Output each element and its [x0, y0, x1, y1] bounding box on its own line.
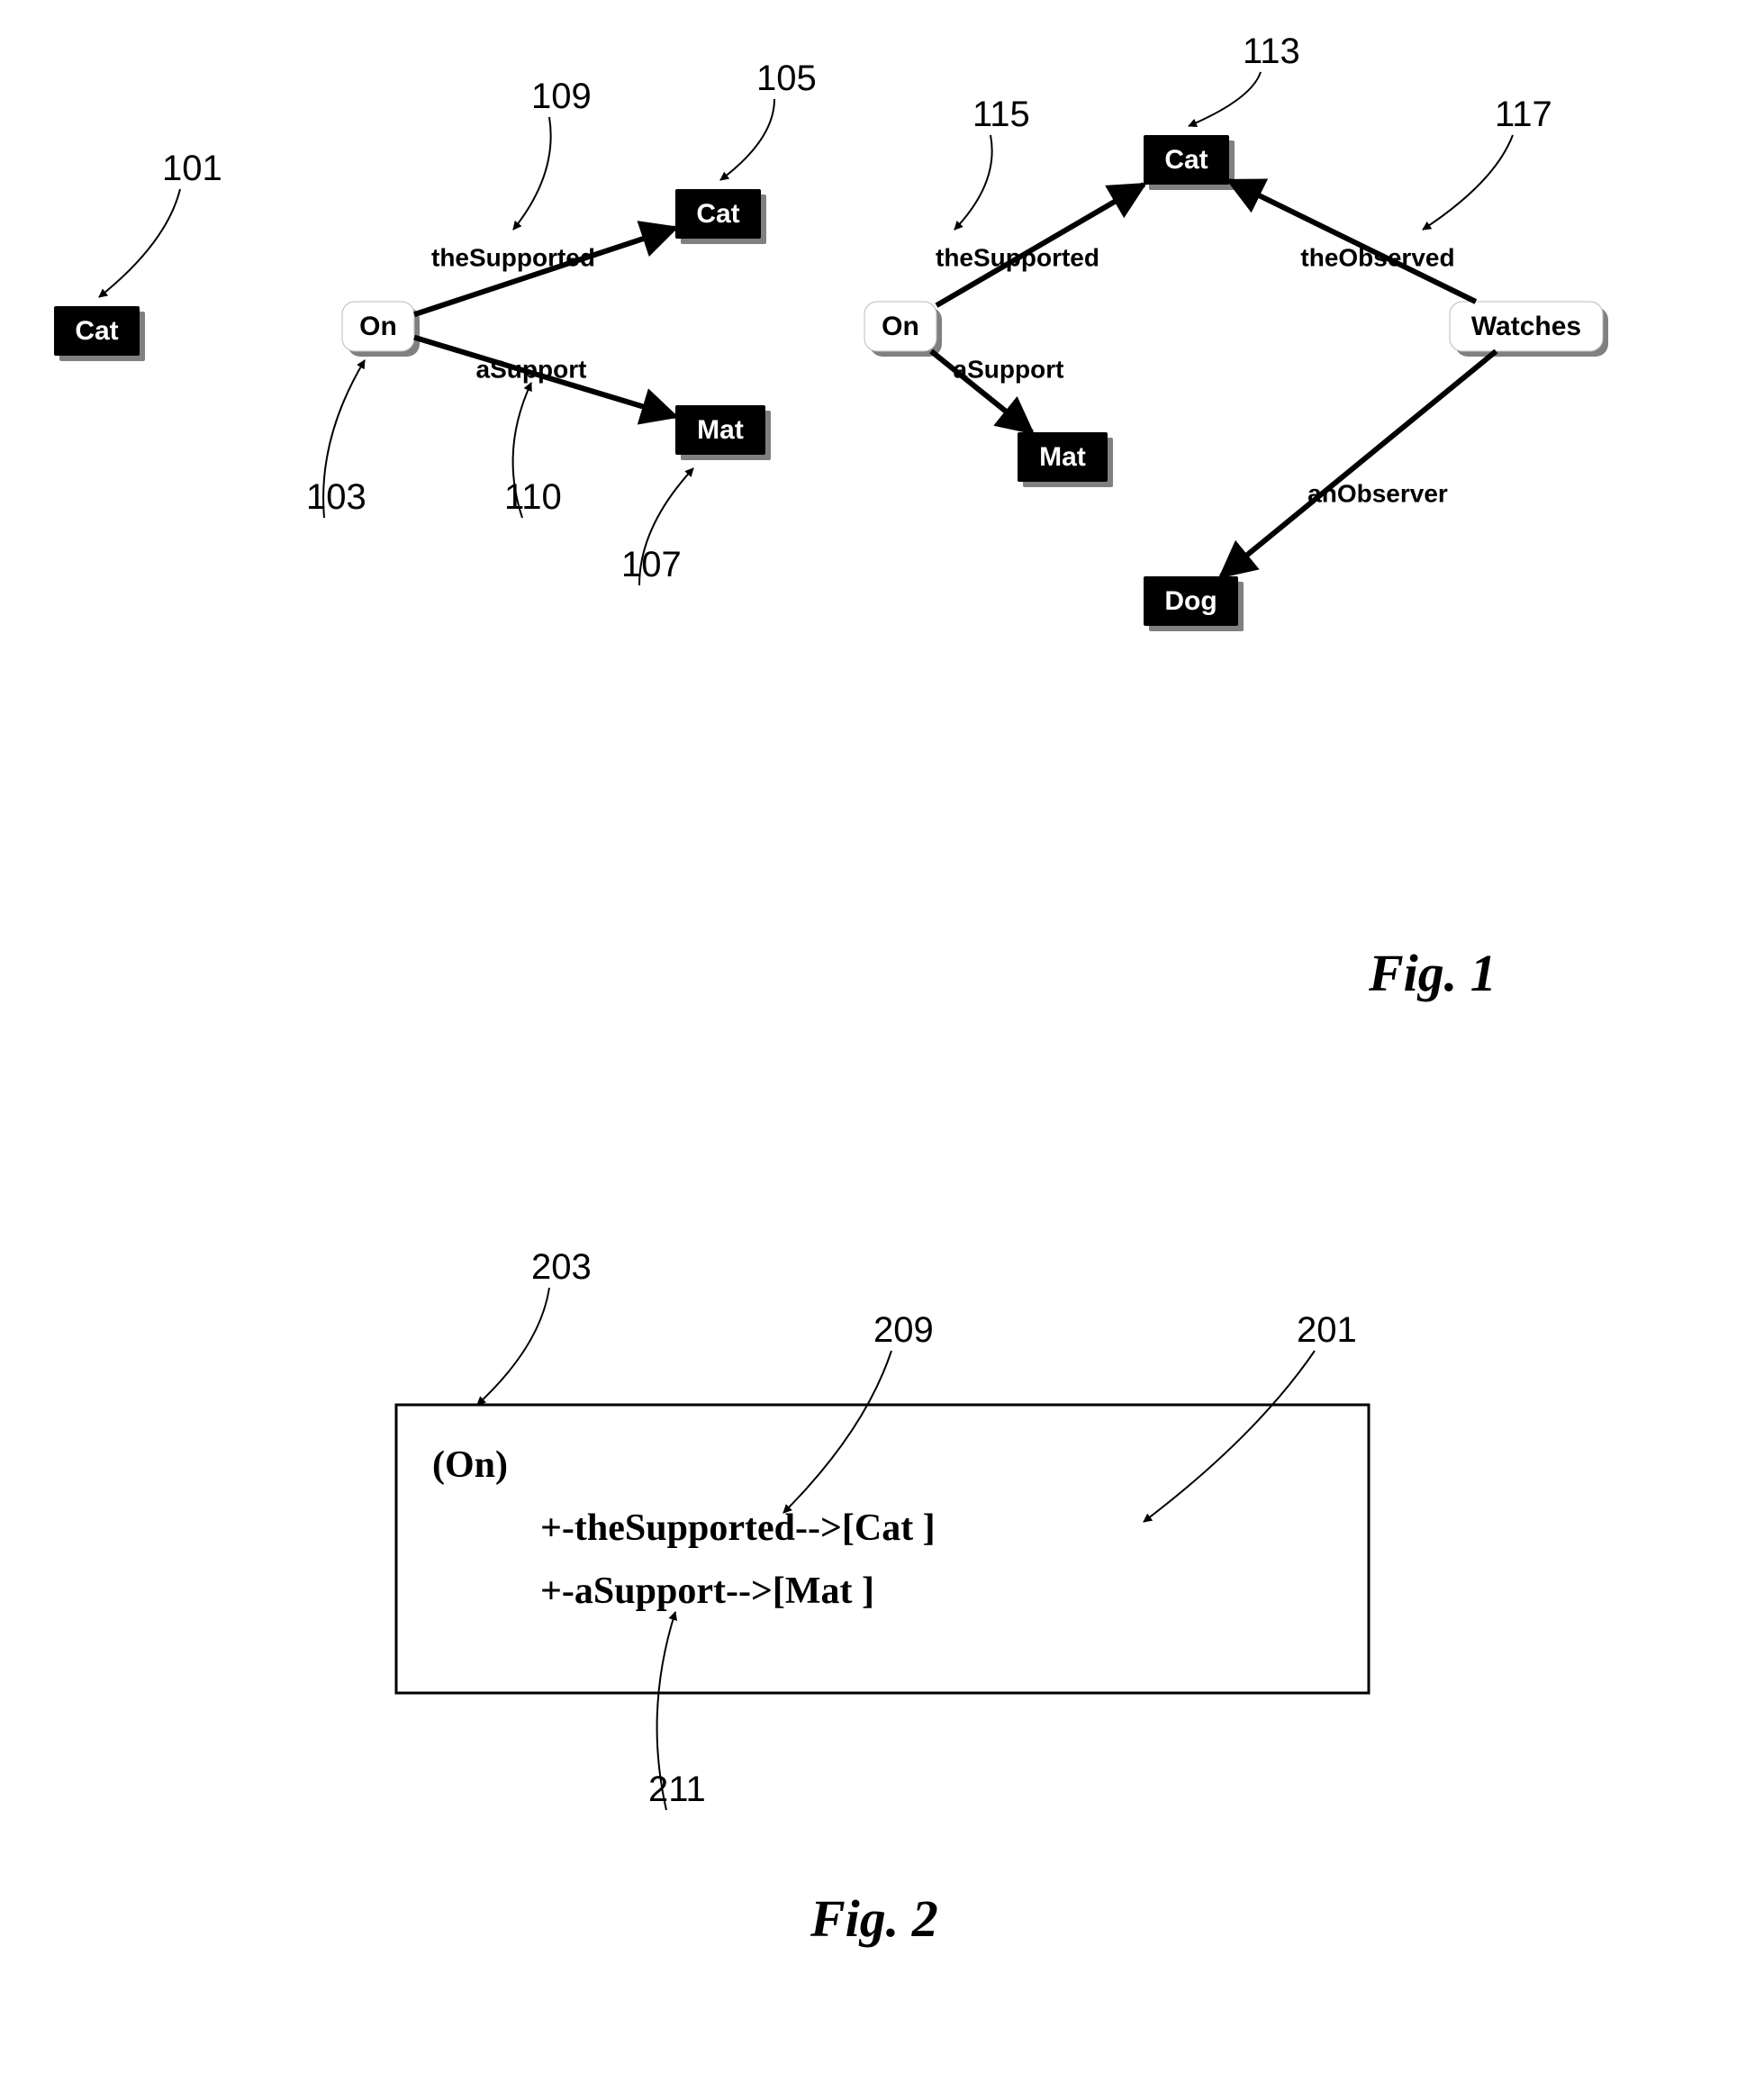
- edge-e_r_obs: theObserved: [1229, 181, 1476, 302]
- refnum-label: 203: [531, 1247, 592, 1287]
- refnum-203: 203: [477, 1247, 592, 1405]
- concept-node-cat_lone: Cat: [54, 306, 145, 361]
- relation-node-watches: Watches: [1450, 302, 1608, 357]
- edge-e_mid_supp: theSupported: [414, 228, 675, 314]
- refnum-label: 209: [873, 1310, 934, 1350]
- refnum-label: 113: [1243, 32, 1300, 71]
- relation-label: On: [882, 312, 919, 341]
- fig2-line-2: +-aSupport-->[Mat ]: [540, 1571, 874, 1612]
- fig2-line-0: (On): [432, 1444, 508, 1486]
- relation-node-on_right: On: [864, 302, 942, 357]
- concept-node-mat_mid: Mat: [675, 405, 771, 460]
- refnum-109: 109: [513, 77, 592, 230]
- edge-e_mid_asup: aSupport: [414, 338, 675, 417]
- concept-label: Dog: [1164, 586, 1217, 616]
- fig2-line-1: +-theSupported-->[Cat ]: [540, 1507, 936, 1549]
- figure-1: Cat Cat Mat Cat Mat Dog On On Watches theSupporte…: [54, 32, 1608, 1002]
- refnum-label: 105: [756, 59, 817, 98]
- concept-node-dog_right: Dog: [1144, 576, 1244, 631]
- edge-label: theSupported: [431, 244, 595, 272]
- edge-e_r_asup: aSupport: [931, 351, 1063, 432]
- refnum-113: 113: [1189, 32, 1300, 126]
- edge-label: aSupport: [954, 356, 1064, 384]
- relation-node-on_mid: On: [342, 302, 420, 357]
- figure-2-caption: Fig. 2: [810, 1889, 938, 1948]
- edge-label: anObserver: [1307, 480, 1448, 508]
- refnum-label: 211: [648, 1770, 706, 1809]
- relation-label: Watches: [1471, 312, 1581, 341]
- refnum-label: 109: [531, 77, 592, 116]
- refnum-107: 107: [621, 468, 693, 585]
- refnum-101: 101: [99, 149, 222, 297]
- refnum-117: 117: [1423, 95, 1552, 230]
- concept-label: Cat: [1164, 145, 1208, 175]
- refnum-105: 105: [720, 59, 817, 180]
- concept-label: Mat: [697, 415, 744, 445]
- figure-2: (On) +-theSupported-->[Cat ] +-aSupport-->…: [396, 1247, 1369, 1948]
- refnum-label: 107: [621, 545, 682, 584]
- refnum-209: 209: [783, 1310, 934, 1513]
- concept-node-cat_mid: Cat: [675, 189, 766, 244]
- fig2-box: [396, 1405, 1369, 1693]
- refnum-label: 117: [1495, 95, 1552, 134]
- concept-node-cat_right: Cat: [1144, 135, 1235, 190]
- refnum-label: 115: [972, 95, 1030, 134]
- edge-label: theSupported: [936, 244, 1099, 272]
- concept-label: Cat: [696, 199, 739, 229]
- refnum-label: 103: [306, 477, 366, 517]
- refnum-label: 110: [504, 477, 562, 517]
- figure-1-caption: Fig. 1: [1368, 944, 1497, 1002]
- concept-label: Mat: [1039, 442, 1086, 472]
- edge-e_r_supp: theSupported: [936, 185, 1144, 305]
- refnum-103: 103: [306, 360, 366, 518]
- concept-node-mat_right: Mat: [1018, 432, 1113, 487]
- relation-label: On: [359, 312, 397, 341]
- edge-label: theObserved: [1300, 244, 1454, 272]
- refnum-label: 201: [1297, 1310, 1357, 1350]
- edge-e_r_anobs: anObserver: [1221, 351, 1496, 576]
- concept-label: Cat: [75, 316, 118, 346]
- edge-label: aSupport: [476, 356, 587, 384]
- refnum-label: 101: [162, 149, 222, 188]
- refnum-201: 201: [1144, 1310, 1357, 1522]
- refnum-211: 211: [648, 1612, 706, 1810]
- refnum-115: 115: [954, 95, 1030, 230]
- refnum-110: 110: [504, 383, 562, 518]
